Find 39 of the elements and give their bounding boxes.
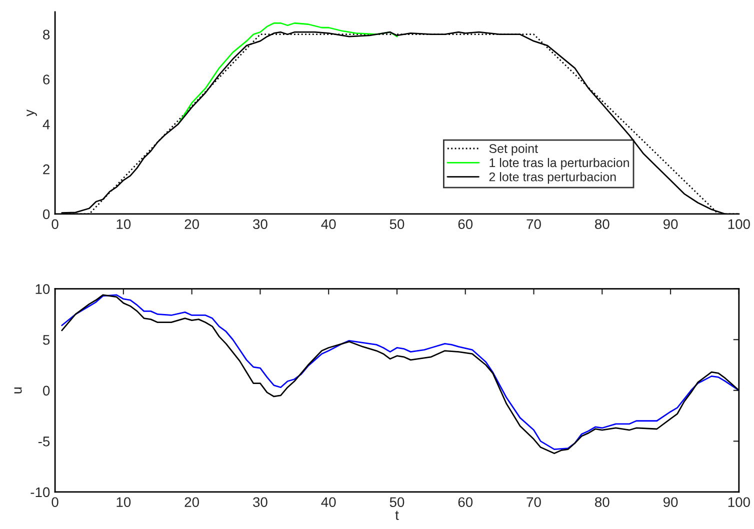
x-tick-label: 80 [595,219,610,230]
x-tick-label: 20 [184,497,199,508]
y-axis-title: u [14,387,22,394]
y-tick-label: 8 [43,30,50,40]
x-tick-label: 90 [663,497,678,508]
x-tick-label: 90 [663,219,678,230]
x-tick-label: 10 [116,219,131,230]
y-tick-label: 2 [43,164,50,174]
x-tick-label: 30 [253,497,268,508]
legend-label: 2 lote tras perturbacion [489,172,616,184]
x-tick-label: 20 [184,219,199,230]
x-tick-label: 60 [458,219,473,230]
x-tick-label: 80 [595,497,610,508]
legend-label: Set point [489,144,538,156]
x-tick-label: 30 [253,219,268,230]
x-tick-label: 100 [728,497,750,508]
x-tick-label: 70 [526,497,541,508]
y-tick-label: 4 [42,120,50,130]
y-axis-title: y [26,109,37,116]
x-tick-label: 70 [526,219,541,230]
x-tick-label: 0 [52,219,58,230]
x-tick-label: 100 [728,219,750,230]
y-tick-label: 0 [43,386,50,396]
y-tick-label: 6 [43,74,50,84]
x-axis-title: t [395,510,399,520]
line-series [177,22,398,125]
x-tick-label: 0 [52,497,58,508]
y-tick-label: -5 [38,436,50,446]
legend-label: 1 lote tras la perturbacion [490,158,629,170]
x-tick-label: 60 [458,497,473,508]
y-tick-label: 10 [36,284,50,294]
y-tick-label: -10 [30,487,50,498]
x-tick-label: 40 [321,219,336,230]
x-tick-label: 50 [390,497,404,508]
x-tick-label: 50 [390,219,404,230]
y-tick-label: 0 [43,209,50,220]
x-tick-label: 40 [321,497,336,508]
y-tick-label: 5 [43,335,50,345]
x-tick-label: 10 [116,497,131,508]
